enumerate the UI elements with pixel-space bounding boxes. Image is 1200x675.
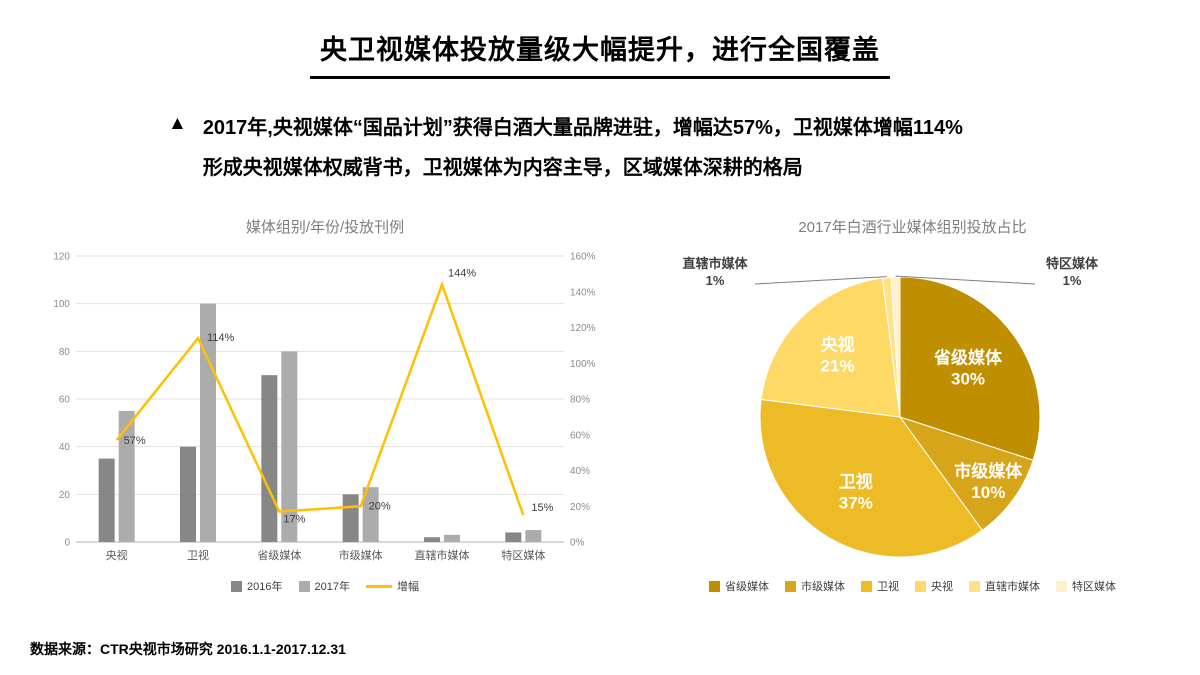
legend-item: 特区媒体 bbox=[1056, 578, 1116, 594]
bullet-line-2: 形成央视媒体权威背书，卫视媒体为内容主导，区域媒体深耕的格局 bbox=[202, 157, 803, 179]
bar-2017年 bbox=[525, 530, 542, 542]
increase-point-label: 15% bbox=[531, 502, 553, 514]
legend-item: 央视 bbox=[915, 578, 953, 594]
legend-label: 央视 bbox=[931, 581, 953, 593]
bullet-line-1: 2017年,央视媒体“国品计划”获得白酒大量品牌进驻，增幅达57%，卫视媒体增幅… bbox=[202, 117, 963, 139]
right-axis-tick: 60% bbox=[570, 430, 590, 441]
left-axis-tick: 120 bbox=[53, 252, 70, 263]
right-axis-tick: 80% bbox=[570, 395, 590, 406]
left-axis-tick: 0 bbox=[64, 538, 70, 549]
pie-slice-市级媒体 bbox=[898, 416, 1034, 531]
title-wrap: 央卫视媒体投放量级大幅提升，进行全国覆盖 bbox=[0, 0, 1200, 79]
bar-chart-legend: 2016年 2017年 增幅 bbox=[30, 578, 620, 594]
increase-point-label: 17% bbox=[283, 514, 305, 526]
bar-2016年 bbox=[424, 537, 440, 542]
legend-item: 直辖市媒体 bbox=[969, 578, 1040, 594]
legend-label: 特区媒体 bbox=[1072, 581, 1116, 593]
pie-slice-label: 卫视 37% bbox=[839, 472, 873, 513]
legend-item: 市级媒体 bbox=[785, 578, 845, 594]
left-axis-tick: 20 bbox=[59, 490, 71, 501]
increase-point-label: 57% bbox=[124, 435, 146, 447]
legend-item: 2017年 bbox=[298, 578, 350, 594]
increase-point-label: 20% bbox=[369, 500, 391, 512]
bar-2017年 bbox=[118, 410, 135, 542]
legend-swatch bbox=[298, 580, 310, 592]
legend-swatch bbox=[231, 580, 243, 592]
source-note: 数据来源：CTR央视市场研究 2016.1.1-2017.12.31 bbox=[30, 641, 346, 657]
pie-slice-label: 市级媒体 10% bbox=[954, 461, 1023, 502]
bar-2016年 bbox=[261, 375, 278, 542]
bar-2017年 bbox=[281, 351, 298, 542]
pie-callout-label: 直辖市媒体 1% bbox=[682, 256, 748, 288]
pie-chart-legend: 省级媒体 市级媒体 卫视 央视 直辖市媒体 特区媒体 bbox=[635, 578, 1190, 594]
left-axis-tick: 100 bbox=[53, 299, 70, 310]
right-axis-tick: 100% bbox=[570, 359, 596, 370]
pie-chart-title: 2017年白酒行业媒体组别投放占比 bbox=[798, 219, 1027, 236]
pie-callout-line bbox=[895, 275, 1036, 285]
bar-chart-panel: 媒体组别/年份/投放刊例 0 20 40 60 80 100 120 0% 20% 40% 60% 8… bbox=[30, 216, 620, 594]
right-axis-tick: 140% bbox=[570, 287, 596, 298]
charts-row: 媒体组别/年份/投放刊例 0 20 40 60 80 100 120 0% 20% 40% 60% 8… bbox=[0, 216, 1200, 616]
bullet: ▲ 2017年,央视媒体“国品计划”获得白酒大量品牌进驻，增幅达57%，卫视媒体… bbox=[168, 108, 963, 188]
pie-slice-省级媒体 bbox=[899, 276, 1041, 461]
legend-item: 2016年 bbox=[231, 578, 283, 594]
category-label: 市级媒体 bbox=[339, 548, 383, 562]
category-label: 央视 bbox=[106, 548, 128, 562]
legend-label: 2017年 bbox=[314, 581, 350, 593]
bar-2017年 bbox=[200, 303, 216, 542]
legend-swatch bbox=[709, 580, 720, 592]
increase-line bbox=[115, 280, 525, 516]
bar-2016年 bbox=[98, 458, 115, 542]
right-axis-tick: 120% bbox=[570, 323, 596, 334]
legend-item: 省级媒体 bbox=[709, 578, 769, 594]
bar-chart-title: 媒体组别/年份/投放刊例 bbox=[245, 219, 405, 236]
pie-slice-特区媒体 bbox=[890, 276, 901, 418]
pie-slice-label: 央视 21% bbox=[821, 335, 855, 376]
right-axis-tick: 40% bbox=[570, 466, 590, 477]
legend-swatch bbox=[915, 580, 926, 592]
category-label: 卫视 bbox=[187, 548, 209, 562]
bullet-triangle-icon: ▲ bbox=[168, 113, 187, 134]
increase-point-label: 144% bbox=[448, 268, 476, 280]
legend-label: 卫视 bbox=[877, 581, 899, 593]
pie-slice-label: 省级媒体 30% bbox=[933, 348, 1003, 389]
pie-chart-svg: 直辖市媒体 1% 特区媒体 1% 省级媒体 30% 市级媒体 10% 卫视 37% 央视 21% bbox=[682, 256, 1099, 558]
bullet-text: 2017年,央视媒体“国品计划”获得白酒大量品牌进驻，增幅达57%，卫视媒体增幅… bbox=[203, 108, 963, 188]
legend-label: 市级媒体 bbox=[801, 581, 845, 593]
pie-callout-label: 特区媒体 1% bbox=[1046, 256, 1099, 288]
left-axis-tick: 80 bbox=[59, 347, 71, 358]
legend-line-marker bbox=[365, 584, 392, 588]
right-axis-tick: 160% bbox=[570, 252, 596, 263]
legend-label: 直辖市媒体 bbox=[985, 581, 1040, 593]
legend-swatch bbox=[861, 580, 872, 592]
page-title: 央卫视媒体投放量级大幅提升，进行全国覆盖 bbox=[310, 28, 890, 79]
pie-slice-央视 bbox=[760, 277, 901, 418]
category-label: 特区媒体 bbox=[501, 548, 545, 562]
bar-line-chart-svg: 0 20 40 60 80 100 120 0% 20% 40% 60% 80% 100% 120% 140… bbox=[53, 252, 596, 563]
legend-swatch bbox=[969, 580, 980, 592]
left-axis-tick: 40 bbox=[59, 442, 71, 453]
pie-slice-卫视 bbox=[759, 398, 983, 558]
bar-2017年 bbox=[362, 487, 379, 542]
legend-item: 增幅 bbox=[365, 578, 419, 594]
left-axis-tick: 60 bbox=[59, 395, 71, 406]
pie-chart-panel: 2017年白酒行业媒体组别投放占比 直辖市媒体 1% 特区媒体 1% 省级媒体 30% 市级… bbox=[635, 216, 1190, 594]
right-axis-tick: 20% bbox=[570, 502, 590, 513]
legend-swatch bbox=[1056, 580, 1067, 592]
bar-2017年 bbox=[444, 534, 460, 542]
bar-2016年 bbox=[342, 494, 359, 542]
right-axis-tick: 0% bbox=[570, 538, 585, 549]
legend-label: 2016年 bbox=[247, 581, 283, 593]
legend-swatch bbox=[785, 580, 796, 592]
category-label: 省级媒体 bbox=[257, 548, 301, 562]
pie-callout-line bbox=[754, 276, 887, 285]
bar-2016年 bbox=[505, 532, 522, 542]
bar-2016年 bbox=[180, 446, 196, 542]
category-label: 直辖市媒体 bbox=[415, 548, 470, 562]
legend-label: 省级媒体 bbox=[725, 581, 769, 593]
legend-label: 增幅 bbox=[396, 581, 419, 593]
legend-item: 卫视 bbox=[861, 578, 899, 594]
increase-point-label: 114% bbox=[207, 332, 235, 344]
